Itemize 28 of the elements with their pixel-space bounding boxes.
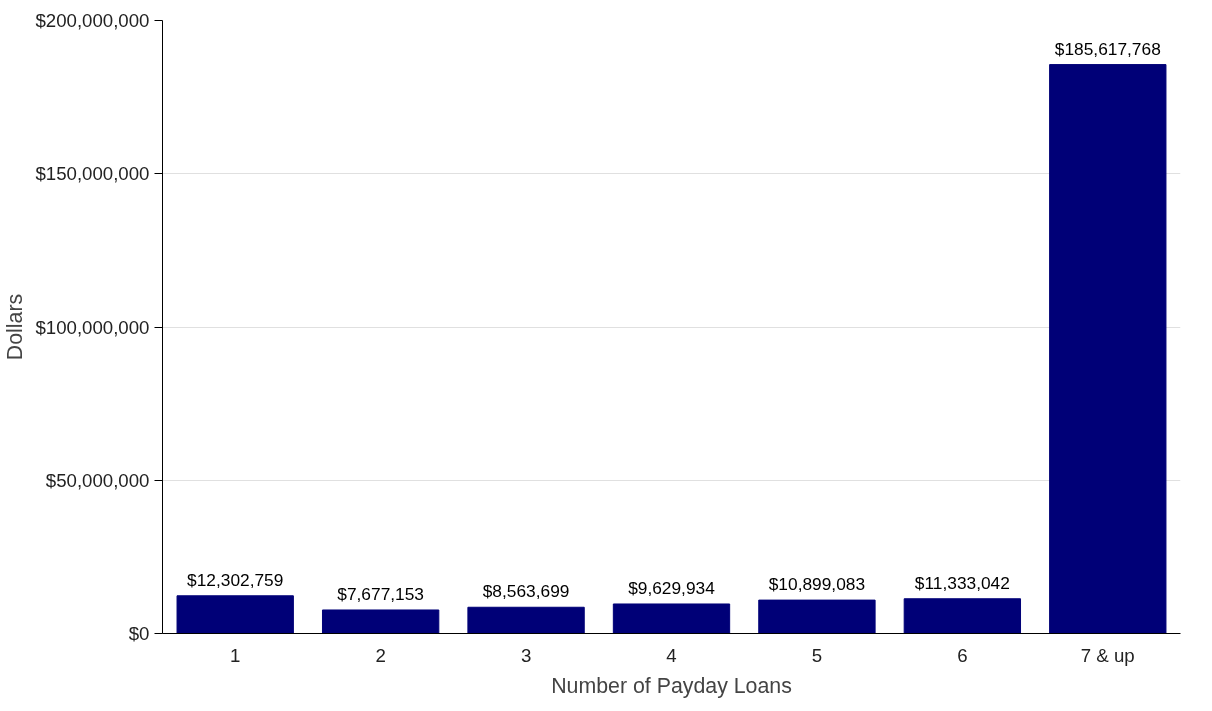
bar — [176, 595, 294, 634]
x-tick-label: 4 — [666, 644, 677, 666]
y-tick-label: $0 — [128, 623, 150, 644]
y-tick-label: $50,000,000 — [45, 469, 150, 491]
data-label: $7,677,153 — [337, 583, 425, 604]
x-tick-label: 2 — [375, 644, 386, 666]
data-label: $185,617,768 — [1054, 38, 1161, 59]
x-tick-label: 3 — [520, 644, 532, 666]
x-tick-label: 6 — [957, 644, 968, 666]
bar — [612, 603, 731, 634]
data-label: $8,563,699 — [482, 581, 570, 602]
x-tick-label: 1 — [230, 644, 241, 666]
data-label: $9,629,934 — [628, 577, 716, 598]
y-tick-label: $150,000,000 — [35, 163, 150, 185]
bar — [321, 609, 440, 634]
bar — [758, 599, 876, 634]
y-tick-label: $100,000,000 — [35, 316, 150, 338]
y-tick-label: $200,000,000 — [35, 10, 150, 31]
bar — [1049, 64, 1167, 634]
bar — [467, 606, 585, 634]
y-axis-title: Dollars — [3, 293, 28, 361]
x-tick-label: 5 — [811, 644, 823, 666]
bar — [903, 598, 1022, 634]
x-tick-label: 7 & up — [1080, 644, 1135, 666]
data-label: $12,302,759 — [187, 569, 284, 590]
data-label: $11,333,042 — [914, 572, 1010, 593]
data-label: $10,899,083 — [768, 574, 866, 595]
x-axis-title: Number of Payday Loans — [551, 673, 792, 698]
